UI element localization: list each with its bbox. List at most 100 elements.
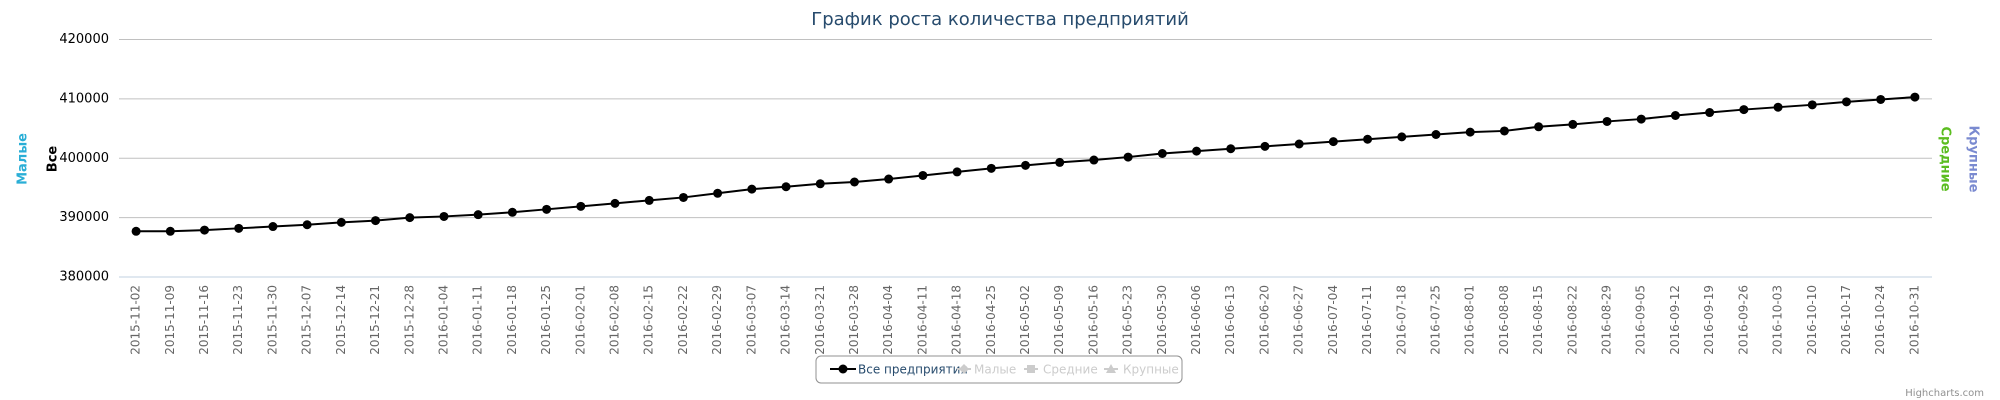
x-tick-label: 2016-05-16 bbox=[1086, 285, 1100, 355]
point bbox=[1499, 126, 1509, 136]
point bbox=[1123, 152, 1133, 162]
point bbox=[1841, 97, 1851, 107]
x-tick-label: 2016-05-23 bbox=[1121, 285, 1135, 355]
point bbox=[815, 179, 825, 189]
x-tick-label: 2016-09-05 bbox=[1634, 285, 1648, 355]
legend-item[interactable]: Крупные bbox=[1123, 363, 1179, 377]
point bbox=[1568, 119, 1578, 129]
point bbox=[200, 225, 210, 235]
x-tick-label: 2016-05-30 bbox=[1155, 285, 1169, 355]
legend-item[interactable]: Все предприятия bbox=[858, 363, 968, 377]
point bbox=[268, 222, 278, 232]
x-tick-label: 2016-10-17 bbox=[1839, 285, 1853, 355]
legend-item[interactable]: Средние bbox=[1043, 363, 1098, 377]
point bbox=[747, 184, 757, 194]
x-tick-label: 2016-02-08 bbox=[608, 285, 622, 355]
point bbox=[918, 170, 928, 180]
x-tick-label: 2015-11-09 bbox=[163, 285, 177, 355]
x-tick-label: 2016-04-11 bbox=[915, 285, 929, 355]
point bbox=[610, 198, 620, 208]
x-tick-label: 2016-09-26 bbox=[1736, 285, 1750, 355]
x-tick-label: 2016-02-22 bbox=[676, 285, 690, 355]
x-tick-label: 2015-11-30 bbox=[265, 285, 279, 355]
point bbox=[1294, 139, 1304, 149]
credits[interactable]: Highcharts.com bbox=[1905, 388, 1984, 399]
point bbox=[781, 182, 791, 192]
x-tick-label: 2016-03-14 bbox=[779, 285, 793, 355]
point bbox=[439, 211, 449, 221]
x-tick-label: 2016-02-15 bbox=[642, 285, 656, 355]
x-tick-label: 2015-12-14 bbox=[334, 285, 348, 355]
point bbox=[1431, 130, 1441, 139]
x-tick-label: 2016-02-01 bbox=[573, 285, 587, 355]
point bbox=[473, 210, 483, 220]
axis-title: Малые bbox=[16, 133, 31, 185]
legend-symbol bbox=[1106, 364, 1116, 373]
x-tick-label: 2015-11-02 bbox=[129, 285, 143, 355]
y-tick-label: 380000 bbox=[59, 270, 109, 285]
x-tick-label: 2016-04-18 bbox=[950, 285, 964, 355]
point bbox=[1226, 144, 1236, 154]
x-tick-label: 2016-06-20 bbox=[1257, 285, 1271, 355]
point bbox=[507, 207, 517, 217]
chart-title: График роста количества предприятий bbox=[811, 9, 1189, 30]
x-tick-label: 2016-09-19 bbox=[1702, 285, 1716, 355]
point bbox=[371, 216, 381, 226]
y-tick-label: 400000 bbox=[59, 151, 109, 166]
x-tick-label: 2016-10-10 bbox=[1805, 285, 1819, 355]
x-tick-label: 2016-07-11 bbox=[1360, 285, 1374, 355]
x-tick-label: 2015-12-28 bbox=[402, 285, 416, 355]
point bbox=[1021, 160, 1030, 170]
x-tick-label: 2016-01-18 bbox=[505, 285, 519, 355]
point bbox=[884, 174, 894, 184]
point bbox=[644, 195, 654, 205]
x-tick-label: 2016-06-13 bbox=[1223, 285, 1237, 355]
x-tick-label: 2016-10-03 bbox=[1771, 285, 1785, 355]
point bbox=[1192, 146, 1202, 156]
x-tick-label: 2016-10-24 bbox=[1873, 285, 1887, 355]
point bbox=[986, 163, 996, 173]
point bbox=[1670, 111, 1680, 120]
y-tick-label: 390000 bbox=[59, 210, 109, 225]
x-tick-label: 2016-05-09 bbox=[1052, 285, 1066, 355]
point bbox=[1328, 137, 1338, 147]
legend-symbol bbox=[1027, 365, 1035, 373]
point bbox=[1807, 100, 1817, 110]
legend-item[interactable]: Малые bbox=[974, 363, 1016, 377]
axis-title: Средние bbox=[1938, 126, 1953, 191]
point bbox=[678, 192, 688, 202]
x-tick-label: 2015-11-23 bbox=[231, 285, 245, 355]
x-tick-label: 2016-06-06 bbox=[1189, 285, 1203, 355]
point bbox=[1876, 94, 1886, 104]
x-tick-label: 2016-08-22 bbox=[1565, 285, 1579, 355]
x-tick-label: 2016-01-11 bbox=[471, 285, 485, 355]
point bbox=[1089, 155, 1099, 165]
x-tick-label: 2015-11-16 bbox=[197, 285, 211, 355]
x-tick-label: 2016-04-04 bbox=[881, 285, 895, 355]
legend-box bbox=[815, 355, 1183, 384]
x-tick-label: 2016-07-18 bbox=[1394, 285, 1408, 355]
x-tick-label: 2016-08-08 bbox=[1497, 285, 1511, 355]
point bbox=[849, 177, 859, 187]
point bbox=[1534, 122, 1544, 132]
x-tick-label: 2016-09-12 bbox=[1668, 285, 1682, 355]
x-tick-label: 2016-06-27 bbox=[1292, 285, 1306, 355]
point bbox=[1773, 102, 1783, 112]
point bbox=[131, 226, 141, 236]
point bbox=[234, 223, 244, 233]
x-tick-label: 2015-12-07 bbox=[300, 285, 314, 355]
x-tick-label: 2016-08-01 bbox=[1463, 285, 1477, 355]
x-tick-label: 2016-03-28 bbox=[847, 285, 861, 355]
y-tick-label: 410000 bbox=[59, 91, 109, 106]
x-tick-label: 2016-01-04 bbox=[436, 285, 450, 355]
point bbox=[165, 226, 175, 236]
x-tick-label: 2016-02-29 bbox=[710, 285, 724, 355]
legend-symbol bbox=[838, 364, 848, 374]
axis-title: Крупные bbox=[1966, 126, 1981, 193]
point bbox=[1055, 157, 1065, 167]
x-tick-label: 2015-12-21 bbox=[368, 285, 382, 355]
point bbox=[1260, 141, 1270, 151]
x-tick-label: 2016-10-31 bbox=[1907, 285, 1921, 355]
point bbox=[1602, 116, 1612, 126]
